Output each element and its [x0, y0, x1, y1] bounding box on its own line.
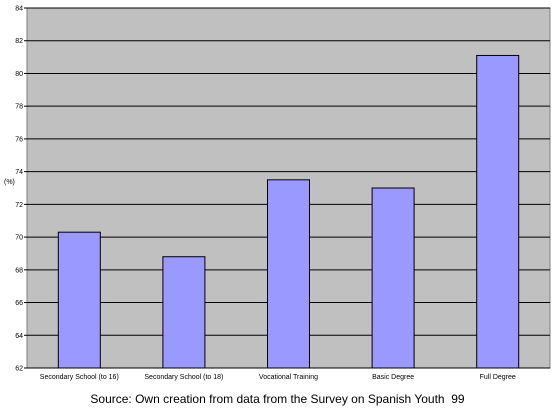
- x-tick-label: Vocational Training: [259, 374, 318, 381]
- y-tick-label: 80: [15, 71, 23, 78]
- bar: [162, 256, 206, 369]
- bar: [267, 179, 310, 369]
- y-tick-label: 84: [15, 6, 23, 13]
- y-tick-label: 82: [15, 38, 23, 45]
- x-tick-label: Basic Degree: [372, 374, 414, 381]
- y-tick-label: 78: [15, 104, 23, 111]
- x-tick-label: Secondary School (to 18): [144, 374, 223, 381]
- y-tick-label: 74: [15, 169, 23, 176]
- bar-chart: 62 64 66 68 70 72 74 76 78 80 82 84 Secondary Schoo…: [4, 6, 551, 381]
- y-tick-label: 76: [15, 136, 23, 143]
- y-tick-label: 62: [15, 366, 23, 373]
- x-tick-label: Full Degree: [480, 374, 516, 381]
- y-tick-label: 70: [15, 235, 23, 242]
- bar: [371, 187, 415, 369]
- y-axis-label: (%): [4, 179, 15, 186]
- bar: [57, 231, 101, 369]
- y-tick-label: 64: [15, 333, 23, 340]
- x-tick-label: Secondary School (to 16): [40, 374, 119, 381]
- y-tick-label: 72: [15, 202, 23, 209]
- y-tick-label: 68: [15, 267, 23, 274]
- y-tick-label: 66: [15, 300, 23, 307]
- bar: [476, 54, 520, 369]
- source-caption: Source: Own creation from data from the …: [90, 392, 465, 406]
